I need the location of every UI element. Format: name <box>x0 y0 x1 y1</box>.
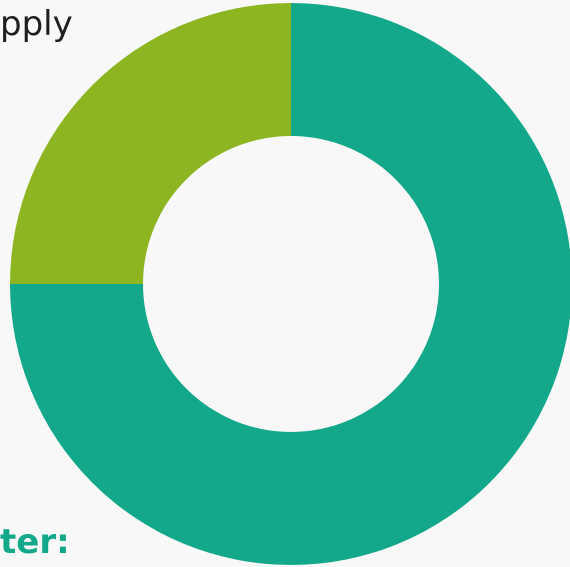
donut-hole <box>143 136 439 432</box>
label-fragment: ter: <box>0 522 70 562</box>
